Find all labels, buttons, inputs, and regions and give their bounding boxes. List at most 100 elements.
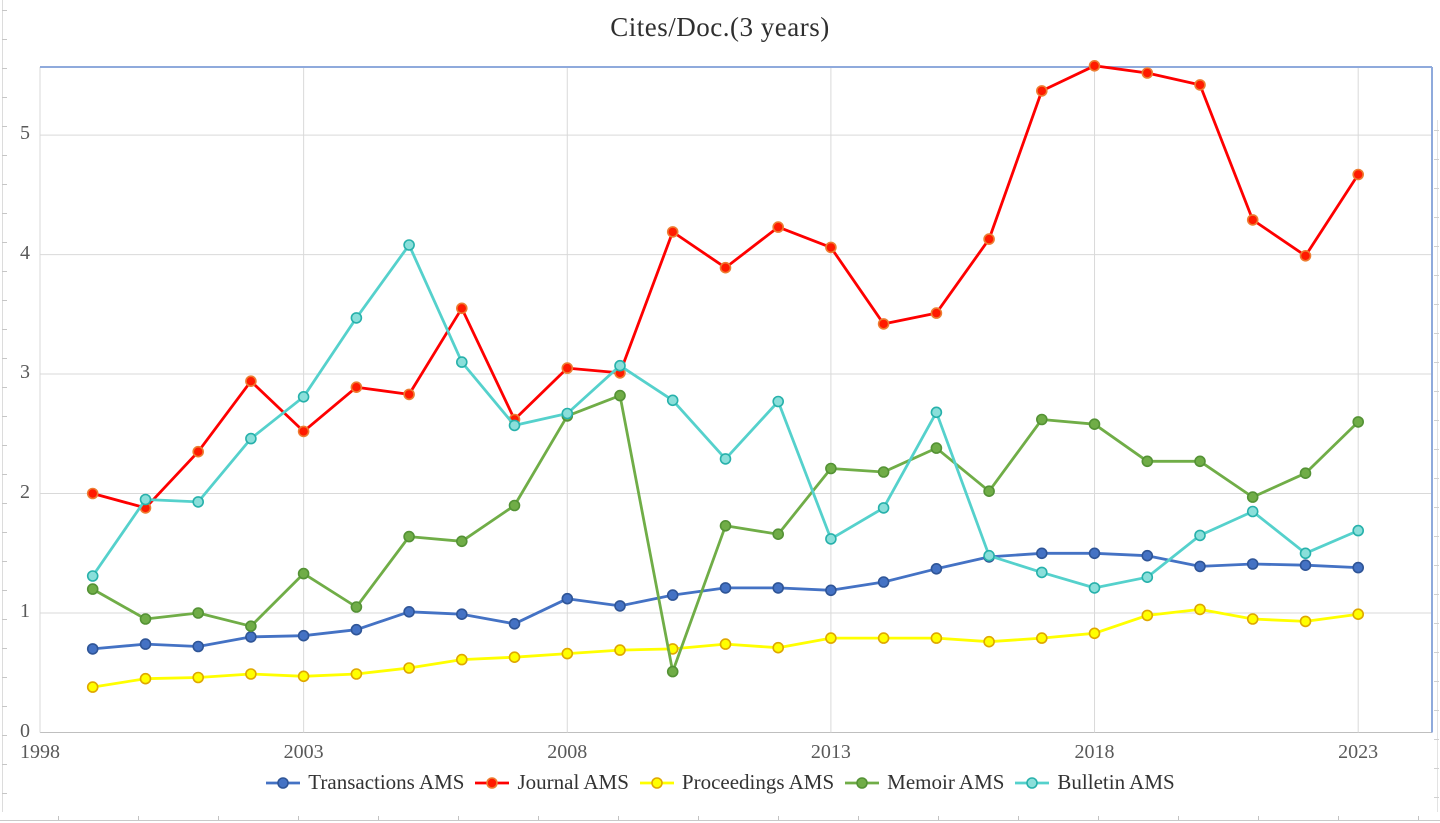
data-point[interactable] bbox=[245, 620, 257, 633]
data-point[interactable] bbox=[1352, 608, 1364, 621]
data-point[interactable] bbox=[1088, 60, 1101, 72]
legend-item-proceedings-ams[interactable]: Proceedings AMS bbox=[639, 770, 834, 795]
data-point[interactable] bbox=[666, 394, 679, 407]
data-point[interactable] bbox=[930, 406, 943, 419]
data-point[interactable] bbox=[245, 631, 257, 643]
data-point[interactable] bbox=[1299, 250, 1312, 262]
data-point[interactable] bbox=[666, 226, 679, 238]
data-point[interactable] bbox=[455, 356, 468, 368]
data-point[interactable] bbox=[1036, 632, 1048, 644]
legend-item-bulletin-ams[interactable]: Bulletin AMS bbox=[1014, 770, 1175, 795]
data-point[interactable] bbox=[86, 570, 99, 582]
data-point[interactable] bbox=[561, 647, 574, 660]
data-point[interactable] bbox=[877, 632, 890, 644]
data-point[interactable] bbox=[719, 261, 732, 274]
data-point[interactable] bbox=[455, 535, 468, 548]
data-point[interactable] bbox=[508, 617, 521, 630]
data-point[interactable] bbox=[1141, 67, 1154, 79]
data-point[interactable] bbox=[1194, 529, 1206, 542]
data-point[interactable] bbox=[877, 318, 890, 330]
data-point[interactable] bbox=[1246, 613, 1259, 625]
data-point[interactable] bbox=[1299, 559, 1312, 572]
data-point[interactable] bbox=[561, 407, 574, 420]
legend-item-journal-ams[interactable]: Journal AMS bbox=[474, 770, 629, 795]
legend-item-memoir-ams[interactable]: Memoir AMS bbox=[844, 770, 1004, 795]
data-point[interactable] bbox=[1141, 571, 1154, 584]
data-point[interactable] bbox=[1088, 582, 1101, 594]
data-point[interactable] bbox=[1194, 79, 1206, 91]
data-point[interactable] bbox=[297, 390, 310, 403]
data-point[interactable] bbox=[1036, 413, 1048, 426]
data-point[interactable] bbox=[614, 359, 626, 372]
data-point[interactable] bbox=[403, 239, 415, 251]
data-point[interactable] bbox=[1246, 491, 1259, 503]
data-point[interactable] bbox=[1246, 214, 1259, 226]
data-point[interactable] bbox=[825, 632, 837, 644]
data-point[interactable] bbox=[192, 640, 204, 653]
data-point[interactable] bbox=[719, 638, 732, 650]
data-point[interactable] bbox=[86, 643, 99, 655]
data-point[interactable] bbox=[86, 583, 99, 595]
data-point[interactable] bbox=[350, 601, 363, 613]
data-point[interactable] bbox=[772, 395, 785, 408]
data-point[interactable] bbox=[825, 533, 837, 545]
data-point[interactable] bbox=[561, 362, 574, 374]
data-point[interactable] bbox=[192, 445, 204, 458]
data-point[interactable] bbox=[877, 576, 890, 588]
data-point[interactable] bbox=[192, 496, 204, 508]
data-point[interactable] bbox=[666, 589, 679, 601]
data-point[interactable] bbox=[245, 375, 257, 388]
data-point[interactable] bbox=[719, 453, 732, 465]
data-point[interactable] bbox=[350, 381, 363, 394]
data-point[interactable] bbox=[86, 681, 99, 693]
data-point[interactable] bbox=[983, 485, 995, 498]
data-point[interactable] bbox=[1352, 524, 1364, 537]
data-point[interactable] bbox=[930, 632, 943, 644]
data-point[interactable] bbox=[877, 502, 890, 514]
data-point[interactable] bbox=[1036, 566, 1048, 579]
data-point[interactable] bbox=[772, 582, 785, 594]
data-point[interactable] bbox=[1299, 615, 1312, 628]
data-point[interactable] bbox=[1036, 547, 1048, 560]
data-point[interactable] bbox=[403, 662, 415, 674]
data-point[interactable] bbox=[983, 635, 995, 648]
data-point[interactable] bbox=[666, 665, 679, 678]
data-point[interactable] bbox=[1088, 418, 1101, 431]
data-point[interactable] bbox=[825, 462, 837, 475]
data-point[interactable] bbox=[508, 499, 521, 512]
data-point[interactable] bbox=[561, 592, 574, 605]
data-point[interactable] bbox=[1352, 561, 1364, 574]
data-point[interactable] bbox=[825, 241, 837, 254]
data-point[interactable] bbox=[1246, 505, 1259, 518]
data-point[interactable] bbox=[455, 302, 468, 315]
data-point[interactable] bbox=[1352, 168, 1364, 181]
data-point[interactable] bbox=[139, 638, 152, 650]
data-point[interactable] bbox=[719, 519, 732, 532]
data-point[interactable] bbox=[614, 389, 626, 402]
data-point[interactable] bbox=[1194, 560, 1206, 573]
data-point[interactable] bbox=[983, 233, 995, 245]
data-point[interactable] bbox=[930, 562, 943, 575]
data-point[interactable] bbox=[86, 487, 99, 500]
data-point[interactable] bbox=[614, 644, 626, 656]
data-point[interactable] bbox=[508, 651, 521, 664]
data-point[interactable] bbox=[297, 567, 310, 580]
data-point[interactable] bbox=[825, 584, 837, 597]
data-point[interactable] bbox=[297, 425, 310, 438]
data-point[interactable] bbox=[1352, 416, 1364, 428]
data-point[interactable] bbox=[297, 629, 310, 642]
data-point[interactable] bbox=[350, 312, 363, 324]
data-point[interactable] bbox=[1088, 627, 1101, 640]
data-point[interactable] bbox=[455, 653, 468, 666]
data-point[interactable] bbox=[1194, 603, 1206, 616]
data-point[interactable] bbox=[139, 672, 152, 685]
data-point[interactable] bbox=[455, 608, 468, 621]
data-point[interactable] bbox=[139, 613, 152, 625]
data-point[interactable] bbox=[192, 607, 204, 619]
data-point[interactable] bbox=[719, 582, 732, 594]
data-point[interactable] bbox=[1299, 467, 1312, 480]
data-point[interactable] bbox=[1299, 547, 1312, 560]
data-point[interactable] bbox=[297, 670, 310, 683]
data-point[interactable] bbox=[772, 528, 785, 541]
data-point[interactable] bbox=[1088, 547, 1101, 560]
